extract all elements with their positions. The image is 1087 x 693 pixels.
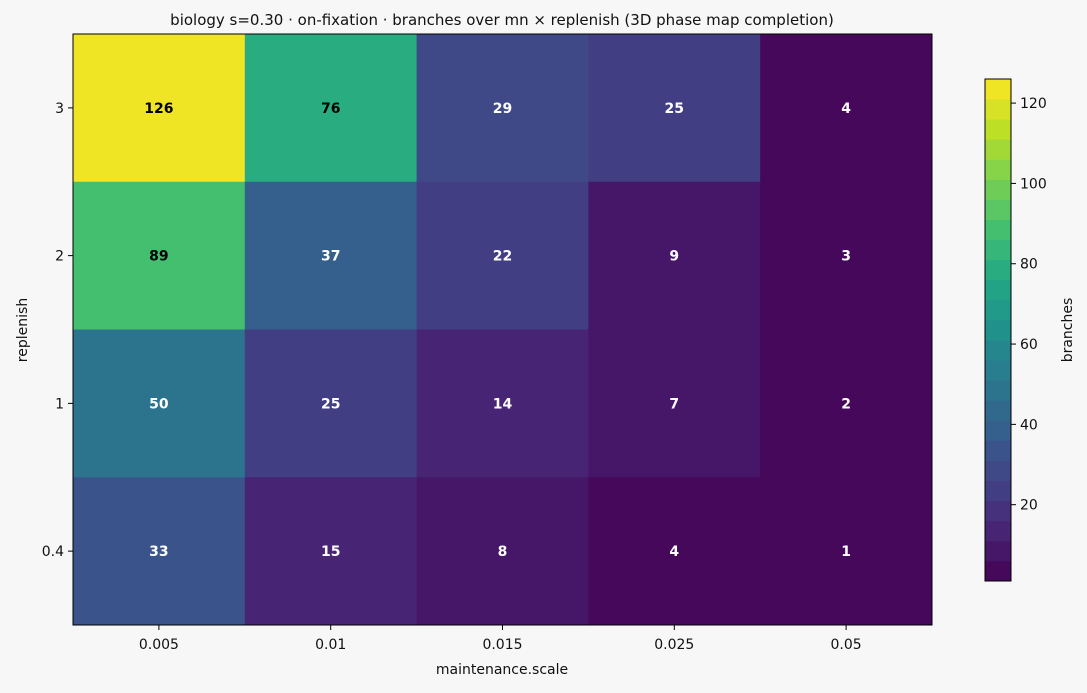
colorbar-segment bbox=[985, 420, 1011, 441]
colorbar-segment bbox=[985, 440, 1011, 461]
heatmap-cell bbox=[73, 181, 246, 330]
cell-value-label: 4 bbox=[841, 101, 851, 117]
x-axis-label: maintenance.scale bbox=[436, 662, 568, 678]
heatmap-cell-labels: 126 76 29 25 4 89 37 22 9 3 50 25 14 7 2 33 15 8 4 1 bbox=[144, 101, 851, 560]
heatmap-cell bbox=[244, 34, 418, 183]
colorbar-segment bbox=[985, 360, 1011, 381]
colorbar-label: branches bbox=[1060, 298, 1076, 363]
cell-value-label: 1 bbox=[841, 544, 851, 560]
colorbar-segment bbox=[985, 279, 1011, 301]
cell-value-label: 9 bbox=[669, 249, 679, 265]
y-tick-label: 2 bbox=[55, 249, 64, 265]
x-tick-label: 0.05 bbox=[831, 637, 862, 653]
colorbar-segment bbox=[985, 500, 1011, 522]
heatmap-cell bbox=[588, 34, 761, 183]
y-tick-label: 0.4 bbox=[42, 544, 64, 560]
y-tick-label: 3 bbox=[55, 101, 64, 117]
colorbar-tick-label: 80 bbox=[1020, 257, 1038, 273]
colorbar-frame bbox=[984, 78, 1012, 582]
colorbar-segment bbox=[985, 259, 1011, 281]
x-axis-ticks: 0.005 0.01 0.015 0.025 0.05 bbox=[139, 625, 862, 653]
heatmap-cell bbox=[73, 34, 246, 183]
cell-value-label: 33 bbox=[149, 544, 168, 560]
colorbar-segment bbox=[985, 340, 1011, 361]
colorbar-segment bbox=[985, 480, 1011, 502]
colorbar-segment bbox=[985, 239, 1011, 261]
colorbar-segment bbox=[985, 520, 1011, 542]
cell-value-label: 8 bbox=[498, 544, 508, 560]
colorbar-tick-label: 100 bbox=[1020, 176, 1047, 192]
heatmap-cells bbox=[73, 34, 933, 626]
colorbar-segment bbox=[985, 400, 1011, 421]
cell-value-label: 50 bbox=[149, 396, 169, 412]
heatmap-cell bbox=[760, 329, 933, 478]
colorbar-segment bbox=[985, 460, 1011, 481]
heatmap-cell bbox=[760, 181, 933, 330]
heatmap-cell bbox=[244, 477, 418, 626]
heatmap-cell bbox=[416, 477, 589, 626]
heatmap-cell bbox=[588, 477, 761, 626]
cell-value-label: 15 bbox=[321, 544, 340, 560]
colorbar-tick-label: 120 bbox=[1020, 96, 1047, 112]
heatmap-cell bbox=[760, 477, 933, 626]
heatmap-cell bbox=[244, 181, 418, 330]
colorbar-segment bbox=[985, 380, 1011, 401]
y-axis-label: replenish bbox=[15, 298, 31, 362]
heatmap-cell bbox=[73, 329, 246, 478]
heatmap-cell bbox=[416, 181, 589, 330]
heatmap-cell bbox=[760, 34, 933, 183]
x-tick-label: 0.005 bbox=[139, 637, 179, 653]
colorbar-segment bbox=[985, 99, 1011, 120]
cell-value-label: 14 bbox=[493, 396, 513, 412]
heatmap-cell bbox=[244, 329, 418, 478]
colorbar-segment bbox=[985, 560, 1011, 582]
colorbar-segment bbox=[985, 159, 1011, 180]
cell-value-label: 25 bbox=[665, 101, 684, 117]
colorbar-tick-label: 60 bbox=[1020, 337, 1038, 353]
cell-value-label: 89 bbox=[149, 249, 168, 265]
heatmap-cell bbox=[416, 329, 589, 478]
cell-value-label: 25 bbox=[321, 396, 340, 412]
cell-value-label: 4 bbox=[669, 544, 679, 560]
colorbar-segment bbox=[985, 119, 1011, 140]
colorbar-segment bbox=[985, 540, 1011, 562]
colorbar: 20 40 60 80 100 120 bbox=[984, 78, 1047, 582]
chart-title: biology s=0.30 · on-fixation · branches … bbox=[170, 11, 834, 29]
colorbar-segment bbox=[985, 299, 1011, 321]
cell-value-label: 126 bbox=[144, 101, 173, 117]
x-tick-label: 0.015 bbox=[482, 637, 522, 653]
y-axis-ticks: 3 2 1 0.4 bbox=[42, 101, 73, 560]
cell-value-label: 3 bbox=[841, 249, 851, 265]
heatmap-cell bbox=[73, 477, 246, 626]
y-tick-label: 1 bbox=[55, 396, 64, 412]
cell-value-label: 2 bbox=[841, 396, 851, 412]
cell-value-label: 37 bbox=[321, 249, 340, 265]
heatmap-cell bbox=[588, 181, 761, 330]
colorbar-segment bbox=[985, 319, 1011, 341]
cell-value-label: 7 bbox=[669, 396, 679, 412]
colorbar-segment bbox=[985, 219, 1011, 241]
colorbar-segment bbox=[985, 179, 1011, 200]
colorbar-tick-label: 20 bbox=[1020, 498, 1038, 514]
x-tick-label: 0.01 bbox=[315, 637, 346, 653]
heatmap-cell bbox=[416, 34, 589, 183]
x-tick-label: 0.025 bbox=[654, 637, 694, 653]
colorbar-tick-label: 40 bbox=[1020, 417, 1038, 433]
colorbar-segment bbox=[985, 79, 1011, 100]
cell-value-label: 22 bbox=[493, 249, 512, 265]
heatmap-cell bbox=[588, 329, 761, 478]
cell-value-label: 76 bbox=[321, 101, 340, 117]
cell-value-label: 29 bbox=[493, 101, 512, 117]
colorbar-segment bbox=[985, 199, 1011, 220]
colorbar-segment bbox=[985, 139, 1011, 160]
